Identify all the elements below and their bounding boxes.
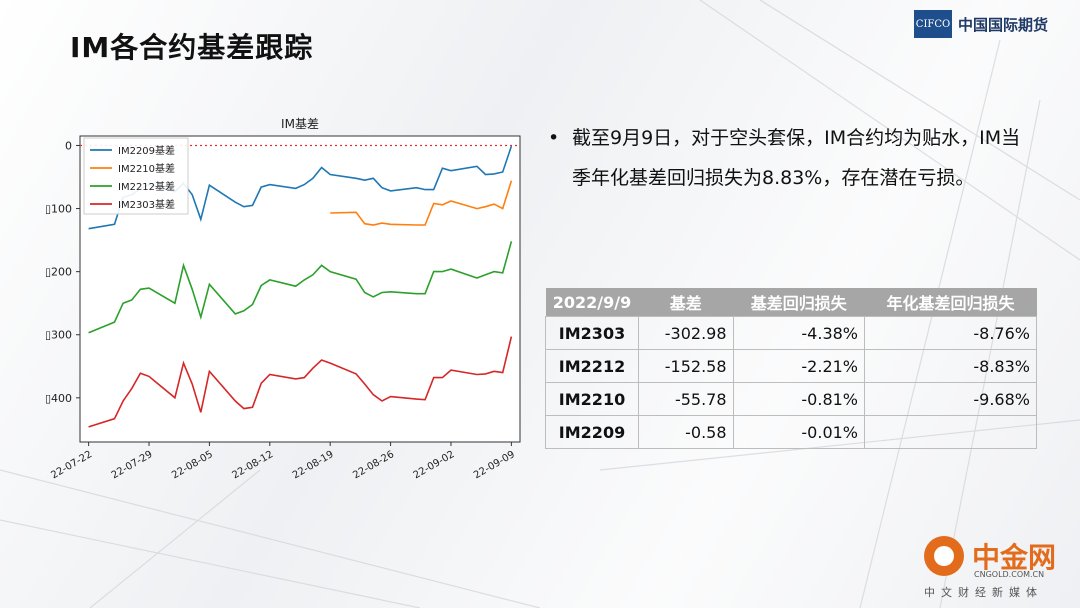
x-tick-label: 22-08-12 <box>230 449 275 481</box>
table-header-cell: 基差回归损失 <box>733 288 865 317</box>
basis-table: 2022/9/9 基差 基差回归损失 年化基差回归损失 IM2303 -302.… <box>545 288 1037 449</box>
annualized-loss-cell <box>864 415 1037 449</box>
loss-cell: -0.01% <box>732 415 866 449</box>
table-header-row: 2022/9/9 基差 基差回归损失 年化基差回归损失 <box>545 288 1037 317</box>
series-line-IM2303基差 <box>88 336 513 428</box>
y-tick-label: 0 <box>65 139 72 152</box>
x-tick-label: 22-08-19 <box>291 449 336 481</box>
x-tick-label: 22-07-22 <box>49 449 94 481</box>
table-header-cell: 年化基差回归损失 <box>864 288 1037 317</box>
watermark-url: CNGOLD.COM.CN <box>974 570 1045 579</box>
table-header-cell: 2022/9/9 <box>545 288 639 317</box>
annualized-loss-cell: -8.83% <box>864 349 1037 383</box>
logo-mark: CIFCO <box>914 10 952 38</box>
logo-text: 中国国际期货 <box>958 15 1049 34</box>
watermark-tagline: 中文财经新媒体 <box>924 586 1043 599</box>
company-logo: CIFCO 中国国际期货 <box>914 10 1048 38</box>
chart-title: IM基差 <box>281 117 319 131</box>
table-row: IM2303 -302.98 -4.38% -8.76% <box>545 316 1037 350</box>
watermark-name: 中金网 <box>972 541 1057 574</box>
loss-cell: -2.21% <box>732 349 866 383</box>
x-tick-label: 22-09-02 <box>412 449 457 481</box>
y-tick-label: ▯400 <box>45 392 72 405</box>
basis-cell: -55.78 <box>638 382 734 416</box>
contract-cell: IM2209 <box>545 415 639 449</box>
contract-cell: IM2210 <box>545 382 639 416</box>
basis-cell: -302.98 <box>638 316 734 350</box>
legend-label: IM2303基差 <box>118 198 175 211</box>
series-line-IM2212基差 <box>88 241 513 334</box>
legend-label: IM2212基差 <box>118 180 175 193</box>
watermark-logo-inner <box>934 546 954 566</box>
y-tick-label: ▯200 <box>45 266 72 279</box>
x-tick-label: 22-07-29 <box>110 449 155 481</box>
basis-cell: -152.58 <box>638 349 734 383</box>
annualized-loss-cell: -8.76% <box>864 316 1037 350</box>
commentary-bullet: • 截至9月9日，对于空头套保，IM合约均为贴水，IM当季年化基差回归损失为8.… <box>548 118 1028 198</box>
y-tick-label: ▯100 <box>45 203 72 216</box>
bullet-dot: • <box>548 127 560 149</box>
table-row: IM2209 -0.58 -0.01% <box>545 415 1037 449</box>
basis-cell: -0.58 <box>638 415 734 449</box>
y-tick-label: ▯300 <box>45 329 72 342</box>
legend-label: IM2210基差 <box>118 162 175 175</box>
series-line-IM2210基差 <box>330 180 513 226</box>
table-header-cell: 基差 <box>638 288 734 317</box>
chart-legend: IM2209基差 IM2210基差 IM2212基差 IM2303基差 <box>83 137 189 215</box>
legend-label: IM2209基差 <box>118 144 175 157</box>
contract-cell: IM2212 <box>545 349 639 383</box>
loss-cell: -0.81% <box>732 382 866 416</box>
commentary-text: 截至9月9日，对于空头套保，IM合约均为贴水，IM当季年化基差回归损失为8.83… <box>572 127 1021 189</box>
table-row: IM2210 -55.78 -0.81% -9.68% <box>545 382 1037 416</box>
annualized-loss-cell: -9.68% <box>864 382 1037 416</box>
x-tick-label: 22-08-05 <box>170 449 215 481</box>
loss-cell: -4.38% <box>732 316 866 350</box>
page-title: IM各合约基差跟踪 <box>70 31 314 64</box>
x-tick-label: 22-09-09 <box>472 449 517 481</box>
contract-cell: IM2303 <box>545 316 639 350</box>
x-tick-label: 22-08-26 <box>351 449 396 481</box>
table-row: IM2212 -152.58 -2.21% -8.83% <box>545 349 1037 383</box>
